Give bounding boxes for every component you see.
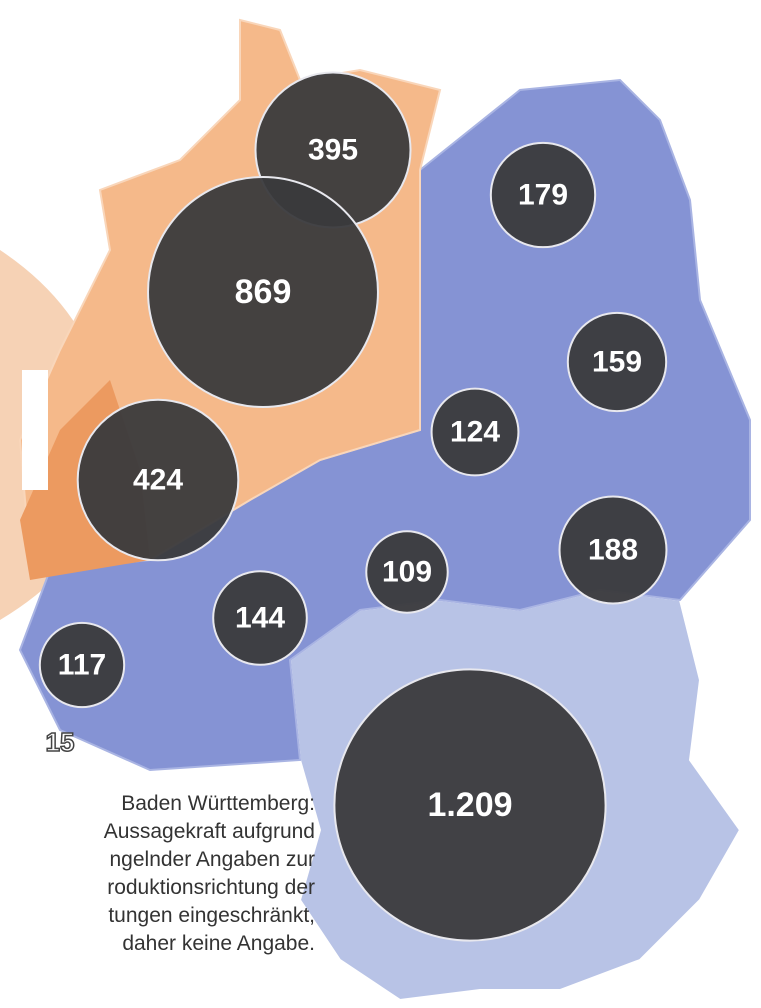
bubble-label: 188 bbox=[588, 534, 638, 567]
bubble-label: 395 bbox=[308, 134, 358, 167]
region-label: 15 bbox=[46, 727, 75, 757]
bubble bbox=[430, 387, 520, 477]
bubble bbox=[489, 141, 597, 249]
note-line: tungen eingeschränkt, bbox=[108, 904, 315, 927]
bubble bbox=[558, 495, 668, 605]
note-line: ngelnder Angaben zur bbox=[110, 848, 316, 871]
bubble bbox=[212, 570, 308, 666]
bubble-label: 109 bbox=[382, 556, 432, 589]
bubble-label: 159 bbox=[592, 346, 642, 379]
region-gap bbox=[22, 370, 48, 490]
bubble bbox=[38, 621, 126, 709]
bubble bbox=[76, 398, 240, 562]
note-line: roduktionsrichtung der bbox=[107, 876, 315, 899]
bubble-label: 1.209 bbox=[427, 786, 512, 824]
bubble-label: 424 bbox=[133, 464, 183, 497]
bubble bbox=[333, 668, 607, 942]
bubble bbox=[365, 530, 449, 614]
bubble-label: 144 bbox=[235, 602, 285, 635]
bubble-label: 124 bbox=[450, 416, 500, 449]
note-line: Baden Württemberg: bbox=[121, 792, 315, 815]
bubble-label: 179 bbox=[518, 179, 568, 212]
note-line: daher keine Angabe. bbox=[122, 932, 315, 955]
bubble bbox=[147, 176, 379, 408]
note-line: Aussagekraft aufgrund bbox=[104, 820, 315, 843]
bubble-label: 117 bbox=[58, 649, 106, 682]
bubble-label: 869 bbox=[235, 273, 292, 311]
bubble bbox=[566, 311, 668, 413]
